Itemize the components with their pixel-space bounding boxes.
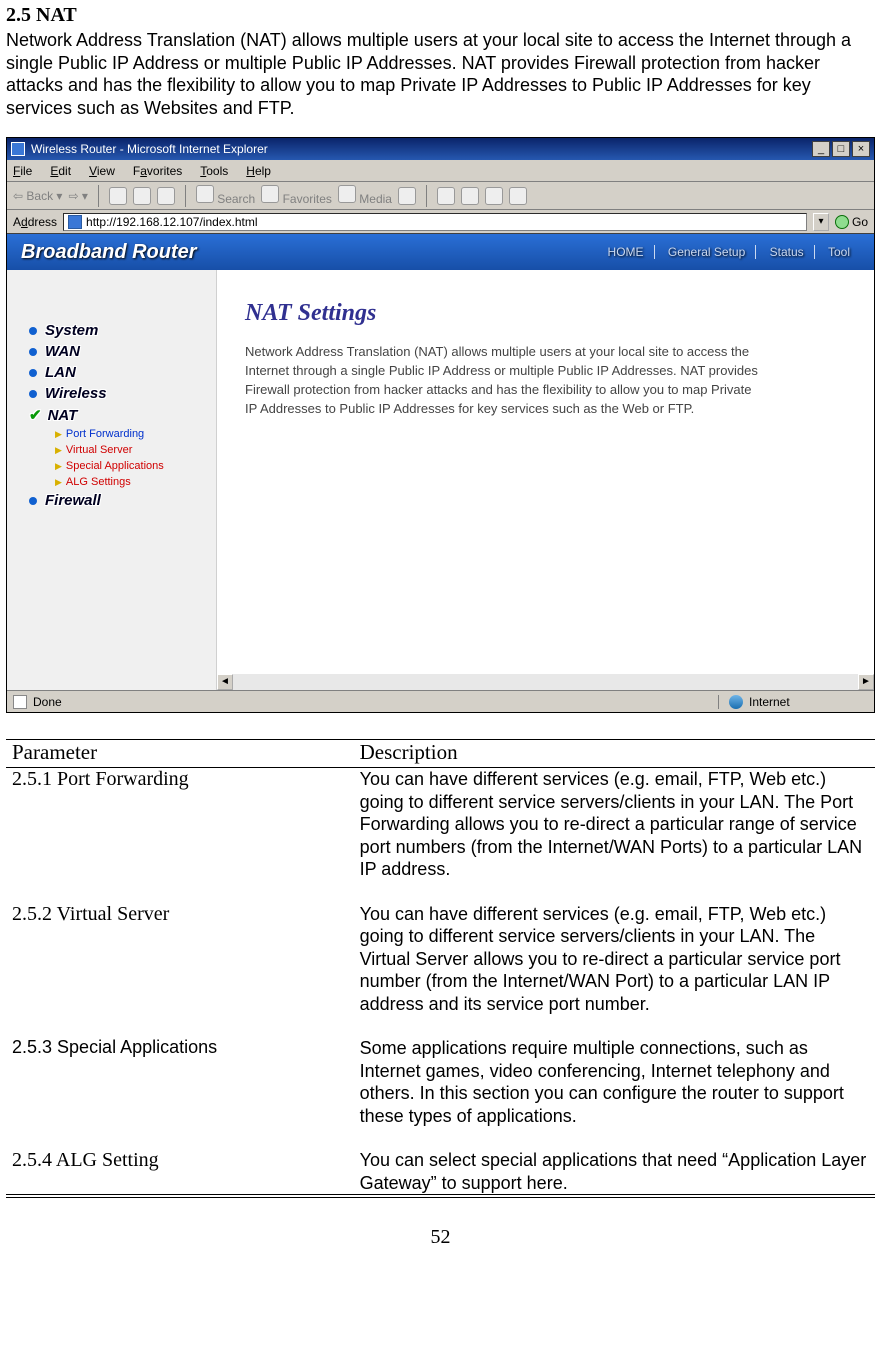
forward-button[interactable]: ⇨ ▾	[68, 189, 87, 203]
param-name: 2.5.4 ALG Setting	[6, 1149, 354, 1196]
param-name: 2.5.1 Port Forwarding	[6, 768, 354, 881]
ie-titlebar: Wireless Router - Microsoft Internet Exp…	[7, 138, 874, 160]
page-icon	[68, 215, 82, 229]
edit-icon[interactable]	[485, 187, 503, 205]
globe-icon	[729, 695, 743, 709]
sidebar-sub-alg-settings[interactable]: ▶ALG Settings	[7, 474, 216, 490]
print-icon[interactable]	[461, 187, 479, 205]
sidebar-sub-special-apps[interactable]: ▶Special Applications	[7, 458, 216, 474]
check-icon: ✔	[29, 406, 42, 424]
triangle-icon: ▶	[55, 429, 62, 440]
sidebar-firewall[interactable]: Firewall	[7, 490, 216, 511]
history-icon[interactable]	[398, 187, 416, 205]
param-name: 2.5.2 Virtual Server	[6, 903, 354, 1016]
nav-home[interactable]: HOME	[598, 245, 655, 259]
ie-title: Wireless Router - Microsoft Internet Exp…	[31, 142, 812, 156]
favorites-button[interactable]: Favorites	[261, 185, 332, 206]
go-icon	[835, 215, 849, 229]
address-label: Address	[13, 215, 57, 229]
close-button[interactable]: ×	[852, 141, 870, 157]
col-header-description: Description	[354, 740, 875, 768]
discuss-icon[interactable]	[509, 187, 527, 205]
sidebar-wireless[interactable]: Wireless	[7, 383, 216, 404]
scroll-left-arrow[interactable]: ◄	[217, 674, 233, 690]
stop-icon[interactable]	[109, 187, 127, 205]
param-desc: You can select special applications that…	[354, 1149, 875, 1196]
ie-menubar: File Edit View Favorites Tools Help	[7, 160, 874, 182]
scroll-track[interactable]	[233, 674, 858, 690]
home-icon[interactable]	[157, 187, 175, 205]
section-intro: Network Address Translation (NAT) allows…	[6, 29, 875, 119]
page-number: 52	[6, 1226, 875, 1249]
sidebar-system[interactable]: System	[7, 320, 216, 341]
address-input[interactable]: http://192.168.12.107/index.html	[63, 213, 807, 231]
ie-toolbar: ⇦ Back ▾ ⇨ ▾ Search Favorites Media	[7, 182, 874, 210]
sidebar-nat[interactable]: ✔NAT	[7, 404, 216, 426]
parameter-table: Parameter Description 2.5.1 Port Forward…	[6, 739, 875, 1198]
content-heading: NAT Settings	[245, 300, 846, 327]
back-button[interactable]: ⇦ Back ▾	[13, 189, 62, 203]
nav-status[interactable]: Status	[760, 245, 815, 259]
param-desc: You can have different services (e.g. em…	[354, 768, 875, 881]
ie-addressbar: Address http://192.168.12.107/index.html…	[7, 210, 874, 234]
refresh-icon[interactable]	[133, 187, 151, 205]
router-header: Broadband Router HOME General Setup Stat…	[7, 234, 874, 270]
search-button[interactable]: Search	[196, 185, 255, 206]
content-text: Network Address Translation (NAT) allows…	[245, 343, 765, 418]
sidebar-lan[interactable]: LAN	[7, 362, 216, 383]
menu-fav[interactable]: Favorites	[133, 164, 182, 178]
zone-indicator: Internet	[718, 695, 868, 709]
menu-tools[interactable]: Tools	[200, 164, 228, 178]
ie-window: Wireless Router - Microsoft Internet Exp…	[6, 137, 875, 713]
address-value: http://192.168.12.107/index.html	[86, 215, 257, 229]
nav-general[interactable]: General Setup	[658, 245, 756, 259]
section-heading: 2.5 NAT	[6, 4, 875, 27]
router-brand: Broadband Router	[21, 241, 197, 264]
router-content: NAT Settings Network Address Translation…	[217, 270, 874, 690]
maximize-button[interactable]: □	[832, 141, 850, 157]
menu-edit[interactable]: Edit	[50, 164, 71, 178]
triangle-icon: ▶	[55, 461, 62, 472]
h-scrollbar[interactable]: ◄ ►	[217, 674, 874, 690]
ie-app-icon	[11, 142, 25, 156]
router-top-nav: HOME General Setup Status Tool	[598, 245, 860, 259]
scroll-right-arrow[interactable]: ►	[858, 674, 874, 690]
go-button[interactable]: Go	[835, 215, 868, 229]
menu-file[interactable]: File	[13, 164, 32, 178]
menu-help[interactable]: Help	[246, 164, 271, 178]
triangle-icon: ▶	[55, 445, 62, 456]
param-desc: Some applications require multiple conne…	[354, 1037, 875, 1127]
sidebar-sub-virtual-server[interactable]: ▶Virtual Server	[7, 442, 216, 458]
col-header-parameter: Parameter	[6, 740, 354, 768]
menu-view[interactable]: View	[89, 164, 115, 178]
triangle-icon: ▶	[55, 477, 62, 488]
nav-tool[interactable]: Tool	[818, 245, 860, 259]
ie-statusbar: Done Internet	[7, 690, 874, 712]
media-button[interactable]: Media	[338, 185, 392, 206]
param-name: 2.5.3 Special Applications	[6, 1037, 354, 1127]
minimize-button[interactable]: _	[812, 141, 830, 157]
mail-icon[interactable]	[437, 187, 455, 205]
param-desc: You can have different services (e.g. em…	[354, 903, 875, 1016]
sidebar-wan[interactable]: WAN	[7, 341, 216, 362]
status-text: Done	[33, 695, 62, 709]
router-sidebar: System WAN LAN Wireless ✔NAT ▶Port Forwa…	[7, 270, 217, 690]
address-dropdown[interactable]: ▾	[813, 213, 829, 231]
page-status-icon	[13, 695, 27, 709]
sidebar-sub-port-forwarding[interactable]: ▶Port Forwarding	[7, 426, 216, 442]
